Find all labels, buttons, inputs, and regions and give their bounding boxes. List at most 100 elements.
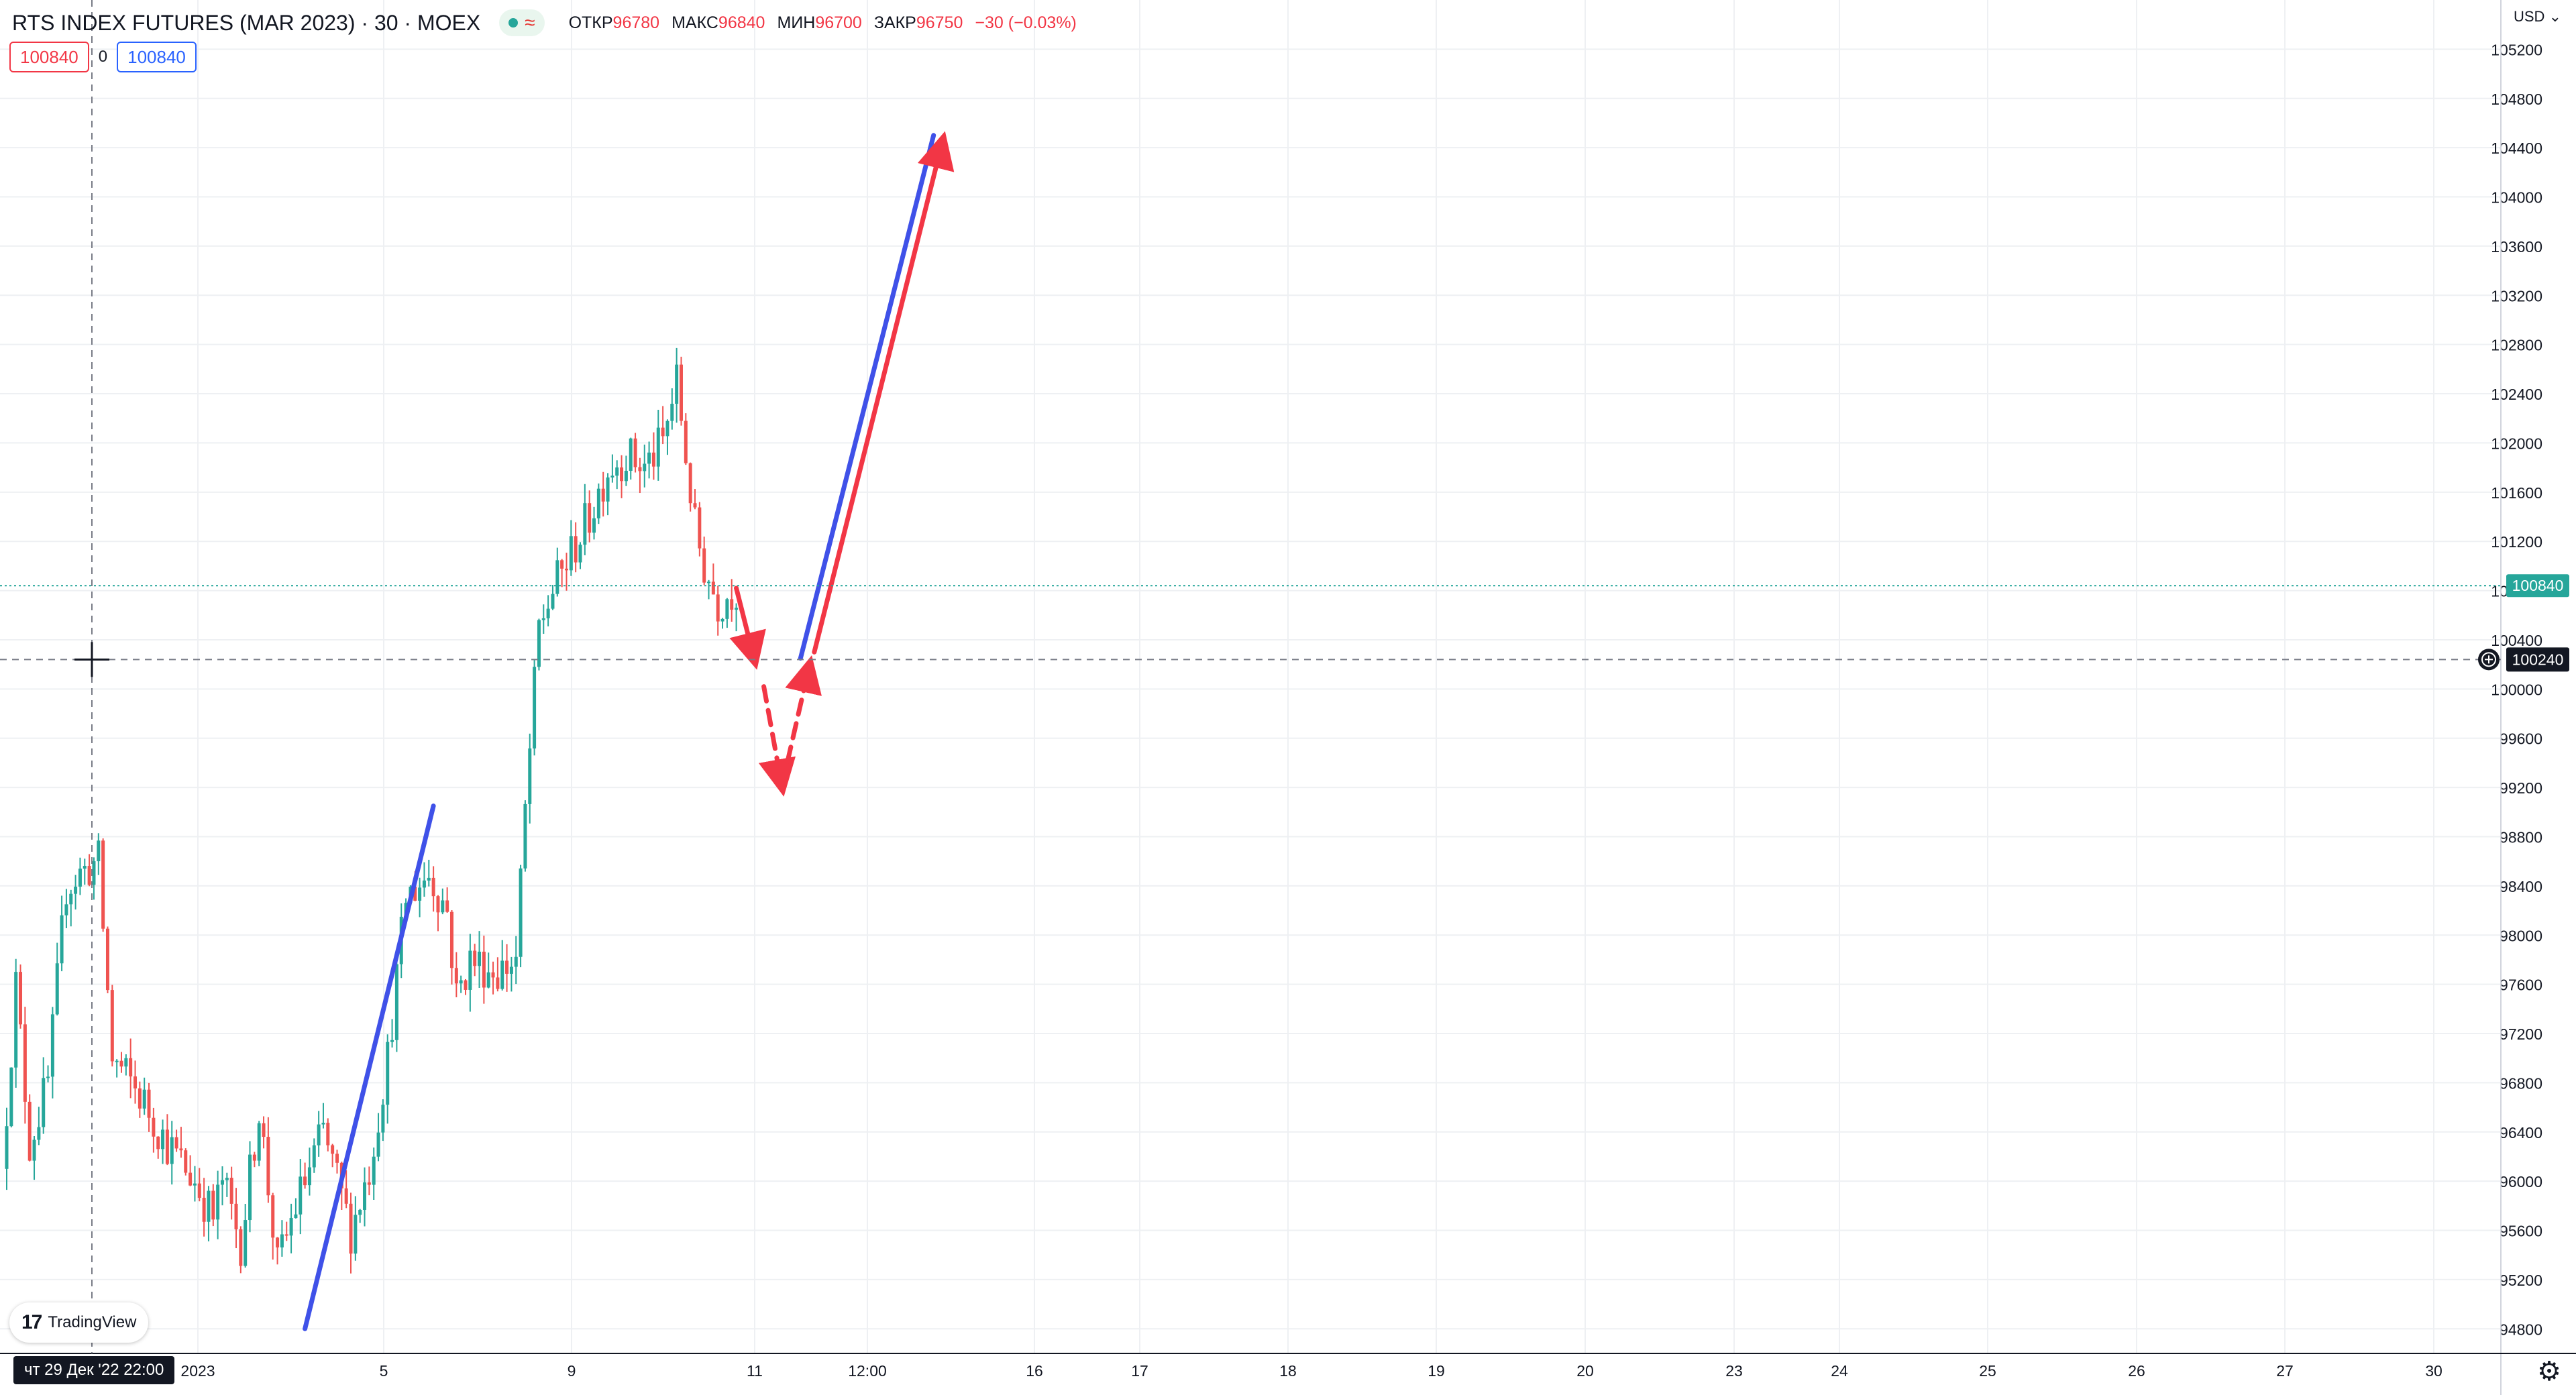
candle-body bbox=[271, 1195, 275, 1238]
candle-body bbox=[624, 471, 628, 482]
candle bbox=[161, 1119, 165, 1164]
candle bbox=[702, 537, 706, 585]
candle-body bbox=[284, 1234, 288, 1236]
candle-body bbox=[620, 467, 624, 482]
candle bbox=[583, 484, 587, 555]
candle-body bbox=[381, 1105, 385, 1133]
candle bbox=[46, 1065, 50, 1082]
candle bbox=[23, 1007, 27, 1124]
chevron-down-icon: ⌄ bbox=[2548, 8, 2561, 25]
candle-body bbox=[569, 536, 573, 571]
currency-selector[interactable]: USD ⌄ bbox=[2514, 8, 2561, 25]
candle bbox=[555, 547, 559, 597]
price-tick-label: 97200 bbox=[2500, 1025, 2542, 1043]
candle bbox=[284, 1221, 288, 1241]
candle bbox=[459, 975, 463, 993]
candle-body bbox=[74, 887, 78, 894]
price-tick-label: 104800 bbox=[2491, 91, 2542, 108]
trend-line-blue bbox=[303, 803, 436, 1331]
tradingview-mark-icon: 17 bbox=[21, 1311, 42, 1333]
candle-body bbox=[735, 608, 739, 610]
candle bbox=[289, 1203, 293, 1253]
ohlc-high: МАКС96840 bbox=[672, 13, 765, 32]
candle-body bbox=[679, 364, 683, 421]
time-tick-label: 20 bbox=[1576, 1362, 1594, 1380]
candle-body bbox=[606, 477, 610, 502]
overlay: 100840 100240 bbox=[0, 0, 2569, 1353]
candle bbox=[105, 926, 109, 994]
candle bbox=[643, 444, 647, 488]
candle-body bbox=[248, 1154, 252, 1221]
candle bbox=[478, 931, 482, 989]
gear-icon[interactable]: ⚙ bbox=[2537, 1357, 2561, 1386]
candle bbox=[170, 1121, 174, 1185]
candle-body bbox=[592, 518, 596, 533]
candle bbox=[445, 887, 449, 913]
market-status[interactable]: ≈ bbox=[499, 9, 545, 36]
candle bbox=[537, 618, 541, 671]
candle bbox=[735, 603, 739, 632]
candle-body bbox=[656, 427, 660, 467]
candle-body bbox=[110, 990, 114, 1062]
time-tick-label: 17 bbox=[1131, 1362, 1148, 1380]
candle-body bbox=[702, 548, 706, 583]
candle bbox=[496, 957, 500, 992]
candle bbox=[239, 1226, 243, 1274]
candle bbox=[615, 460, 619, 490]
candle bbox=[344, 1170, 348, 1209]
candle-body bbox=[193, 1183, 197, 1186]
candle bbox=[303, 1162, 307, 1189]
candle bbox=[441, 888, 445, 915]
drawing-layer[interactable] bbox=[303, 131, 955, 1331]
candle-body bbox=[509, 966, 513, 974]
price-tick-label: 98400 bbox=[2500, 878, 2542, 895]
candle-body bbox=[207, 1190, 211, 1222]
candle-body bbox=[14, 972, 18, 1068]
candle bbox=[363, 1167, 367, 1227]
candle bbox=[454, 952, 458, 997]
candle-body bbox=[115, 1060, 119, 1062]
candle bbox=[42, 1057, 46, 1134]
candle-body bbox=[596, 488, 600, 518]
candle bbox=[69, 889, 73, 927]
candle bbox=[588, 490, 592, 543]
candle-body bbox=[688, 463, 692, 504]
candle bbox=[184, 1148, 188, 1176]
candle-body bbox=[170, 1137, 174, 1164]
candle bbox=[592, 506, 596, 540]
candle bbox=[633, 433, 637, 473]
price-tick-label: 102800 bbox=[2491, 337, 2542, 354]
symbol-title[interactable]: RTS INDEX FUTURES (MAR 2023) · 30 · MOEX bbox=[12, 10, 481, 35]
price-tick-label: 100000 bbox=[2491, 681, 2542, 698]
candle-body bbox=[229, 1178, 233, 1204]
time-tick-label: 23 bbox=[1725, 1362, 1743, 1380]
candle bbox=[119, 1052, 123, 1073]
candle-body bbox=[431, 877, 435, 897]
candle-body bbox=[427, 877, 431, 881]
candle bbox=[216, 1170, 220, 1239]
price-tick-label: 103200 bbox=[2491, 287, 2542, 304]
tradingview-logo[interactable]: 17 TradingView bbox=[9, 1302, 149, 1343]
candle bbox=[207, 1186, 211, 1241]
candle-body bbox=[97, 840, 101, 862]
crosshair-price-label: 100240 bbox=[2512, 651, 2564, 668]
arrow-red bbox=[812, 131, 955, 655]
candle bbox=[620, 455, 624, 498]
candle bbox=[138, 1081, 142, 1118]
candle-body bbox=[124, 1058, 128, 1067]
candle-body bbox=[60, 915, 64, 964]
candle bbox=[19, 964, 23, 1029]
sell-price-button[interactable]: 100840 bbox=[9, 42, 89, 72]
candle-body bbox=[156, 1136, 160, 1150]
candle-body bbox=[711, 581, 715, 595]
spread-value: 0 bbox=[98, 48, 108, 66]
candle-body bbox=[560, 560, 564, 569]
candle-body bbox=[119, 1060, 123, 1067]
time-tick-label: 27 bbox=[2276, 1362, 2294, 1380]
candle-body bbox=[551, 594, 555, 609]
candle bbox=[32, 1135, 36, 1180]
candle-body bbox=[478, 952, 482, 966]
candle bbox=[28, 1094, 32, 1162]
buy-price-button[interactable]: 100840 bbox=[117, 42, 197, 72]
